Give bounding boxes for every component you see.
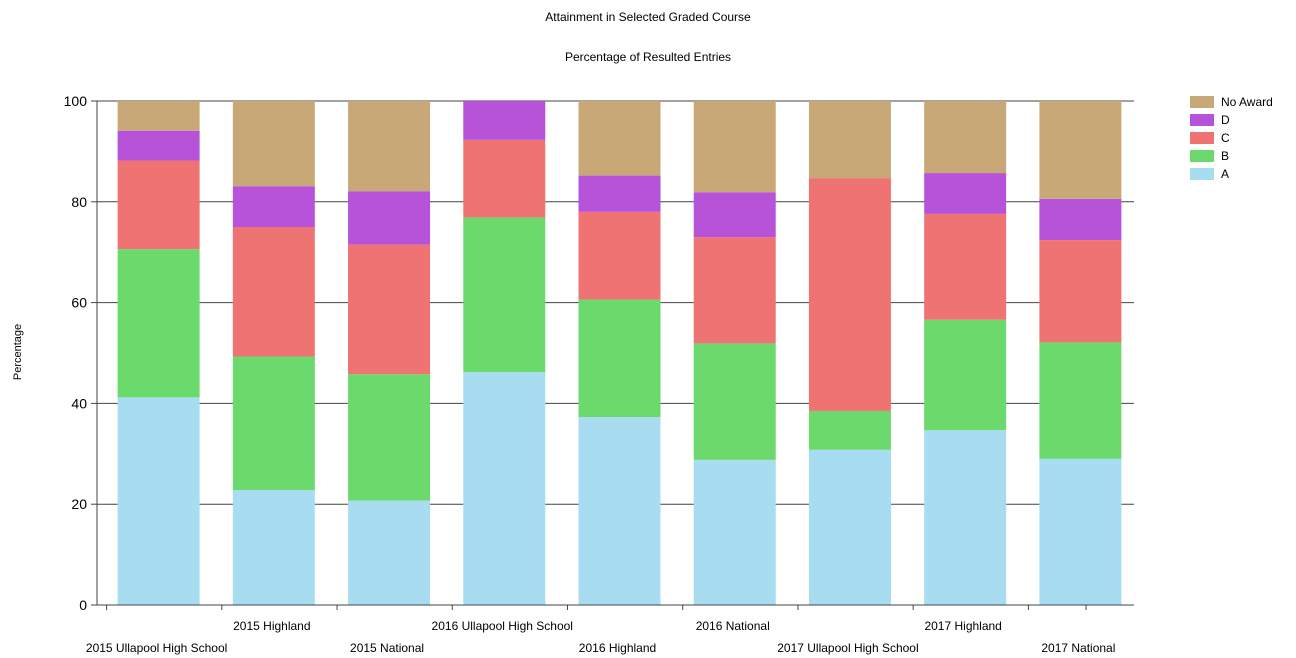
y-tick-label: 0 <box>79 597 87 613</box>
bar-segment <box>463 372 546 605</box>
bar-segment <box>1039 198 1122 241</box>
bar-segment <box>808 178 891 411</box>
bar-segment <box>232 101 315 187</box>
y-tick-label: 60 <box>71 295 87 311</box>
legend-swatch <box>1190 150 1214 162</box>
legend-swatch <box>1190 132 1214 144</box>
legend: No Award D C B A <box>1190 93 1273 183</box>
bar-segment <box>232 186 315 227</box>
legend-label: A <box>1221 167 1230 181</box>
bar-segment <box>348 244 431 375</box>
bar-segment <box>578 101 661 176</box>
y-tick-label: 40 <box>71 395 87 411</box>
bar-segment <box>693 101 776 193</box>
bar-segment <box>348 191 431 245</box>
x-tick-label: 2017 Ullapool High School <box>777 641 918 655</box>
legend-item: D <box>1190 111 1273 129</box>
bar-segment <box>693 237 776 344</box>
y-tick-label: 100 <box>64 93 88 109</box>
x-tick-label: 2015 National <box>350 641 424 655</box>
legend-swatch <box>1190 96 1214 108</box>
bar-segment <box>578 417 661 605</box>
x-tick-label: 2017 Highland <box>924 619 1001 633</box>
bar-segment <box>578 175 661 212</box>
bar-segment <box>1039 342 1122 459</box>
y-tick-label: 80 <box>71 194 87 210</box>
chart-subtitle: Percentage of Resulted Entries <box>564 50 732 64</box>
bar-segment <box>693 343 776 460</box>
legend-item: A <box>1190 165 1273 183</box>
legend-swatch <box>1190 168 1214 180</box>
bar-segment <box>232 490 315 605</box>
chart-title: Attainment in Selected Graded Course <box>545 10 751 24</box>
bar-segment <box>348 500 431 605</box>
x-tick-label: 2015 Highland <box>233 619 310 633</box>
bar-segment <box>924 173 1007 214</box>
legend-label: C <box>1221 131 1230 145</box>
bar-segment <box>1039 101 1122 199</box>
bar-segment <box>693 459 776 605</box>
bar-segment <box>117 397 200 605</box>
bar-segment <box>808 410 891 450</box>
bar-segment <box>117 160 200 250</box>
x-tick-label: 2016 National <box>696 619 770 633</box>
bar-segment <box>693 192 776 238</box>
y-tick-label: 20 <box>71 496 87 512</box>
legend-label: No Award <box>1221 95 1273 109</box>
bar-segment <box>232 227 315 357</box>
legend-label: D <box>1221 113 1230 127</box>
bar-segment <box>463 217 546 373</box>
bar-segment <box>578 299 661 418</box>
bar-segment <box>463 139 546 218</box>
bar-segment <box>924 101 1007 174</box>
bar-segment <box>348 101 431 192</box>
bar-segment <box>924 430 1007 605</box>
bar-segment <box>117 249 200 398</box>
legend-label: B <box>1221 149 1230 163</box>
bar-segment <box>232 356 315 491</box>
bar-segment <box>924 213 1007 320</box>
bar-segment <box>808 449 891 605</box>
bar-segment <box>463 101 546 140</box>
x-tick-label: 2016 Ullapool High School <box>432 619 573 633</box>
bar-segment <box>348 374 431 501</box>
legend-swatch <box>1190 114 1214 126</box>
legend-item: B <box>1190 147 1273 165</box>
x-tick-label: 2015 Ullapool High School <box>86 641 227 655</box>
bar-segment <box>808 101 891 179</box>
legend-item: No Award <box>1190 93 1273 111</box>
legend-item: C <box>1190 129 1273 147</box>
x-tick-label: 2017 National <box>1041 641 1115 655</box>
bar-segment <box>117 101 200 131</box>
x-tick-label: 2016 Highland <box>579 641 656 655</box>
bar-segment <box>924 319 1007 431</box>
bar-segment <box>1039 458 1122 605</box>
bar-segment <box>1039 240 1122 343</box>
bar-segment <box>578 211 661 300</box>
bar-segment <box>117 130 200 161</box>
